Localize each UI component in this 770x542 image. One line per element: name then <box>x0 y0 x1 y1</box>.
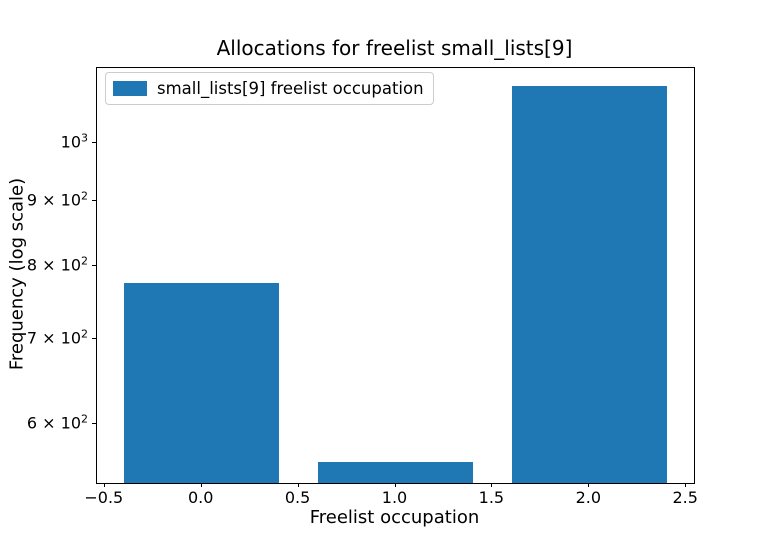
y-tick-mark <box>92 338 96 340</box>
plot-area <box>96 67 695 484</box>
legend-swatch <box>113 81 147 96</box>
x-tick-mark <box>588 483 590 487</box>
y-tick-exponent: 3 <box>81 131 88 145</box>
x-tick-mark <box>394 483 396 487</box>
y-tick-exponent: 2 <box>81 254 88 268</box>
bar-x2 <box>511 86 667 483</box>
x-tick-mark <box>103 483 105 487</box>
bar-x1 <box>318 462 474 483</box>
x-tick-mark <box>297 483 299 487</box>
legend: small_lists[9] freelist occupation <box>105 72 434 105</box>
x-tick-label: 2.0 <box>575 488 602 507</box>
bar-x0 <box>124 283 280 483</box>
y-tick-label: 8 × 102 <box>26 254 88 275</box>
x-axis-label: Freelist occupation <box>309 507 480 528</box>
x-tick-mark <box>685 483 687 487</box>
y-tick-label: 9 × 102 <box>26 189 88 210</box>
y-axis-label: Frequency (log scale) <box>6 177 28 371</box>
y-tick-exponent: 2 <box>81 189 88 203</box>
x-tick-label: 0.5 <box>284 488 311 507</box>
x-tick-label: 1.0 <box>381 488 408 507</box>
y-tick-mark <box>92 423 96 425</box>
x-tick-mark <box>491 483 493 487</box>
x-tick-label: 1.5 <box>478 488 505 507</box>
y-tick-label: 6 × 102 <box>26 412 88 433</box>
x-tick-label: 0.0 <box>187 488 214 507</box>
legend-label: small_lists[9] freelist occupation <box>157 79 424 98</box>
y-tick-label: 7 × 102 <box>26 327 88 348</box>
y-tick-exponent: 2 <box>81 327 88 341</box>
chart-title: Allocations for freelist small_lists[9] <box>216 36 573 60</box>
x-tick-mark <box>200 483 202 487</box>
y-tick-mark <box>92 200 96 202</box>
y-tick-exponent: 2 <box>81 412 88 426</box>
y-tick-label: 103 <box>60 131 88 152</box>
x-tick-label: 2.5 <box>672 488 698 507</box>
y-tick-mark <box>92 142 96 144</box>
y-tick-mark <box>92 265 96 266</box>
x-tick-label: −0.5 <box>84 488 124 507</box>
